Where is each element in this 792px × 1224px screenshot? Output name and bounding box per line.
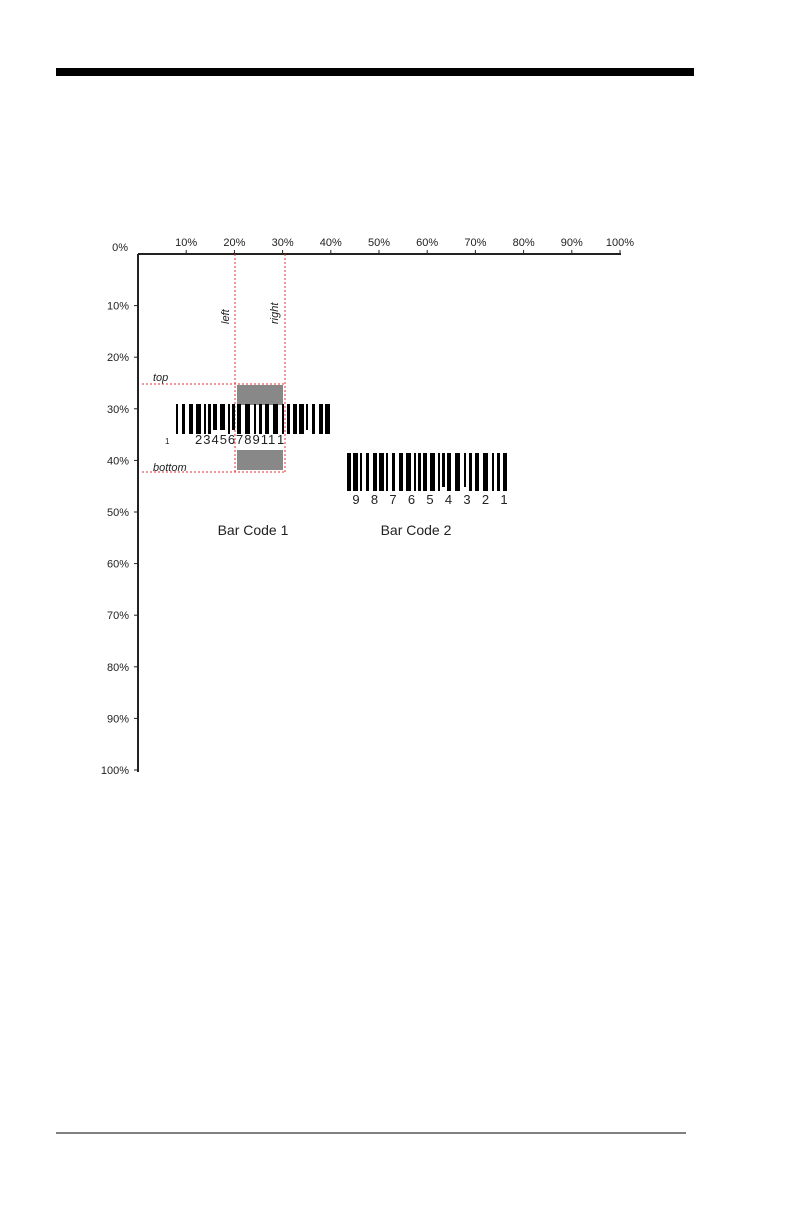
barcode-bar [287,404,290,434]
barcode-bar [312,404,315,434]
x-label: 10% [175,237,197,249]
y-label: 100% [101,765,129,777]
barcode-bar [245,404,250,434]
top-label: top [153,372,168,384]
barcode-bar [306,404,308,430]
barcode-bar [455,453,460,491]
barcode-bar [259,404,262,434]
barcode-bar [414,453,416,491]
barcode-bar [469,453,472,491]
barcode-bar [492,453,494,491]
barcode-bar [373,453,377,491]
barcode-bar [319,404,323,434]
right-label: right [269,302,281,324]
barcode-digit: 4 [445,492,452,507]
y-label: 30% [107,404,129,416]
barcode-bar [418,453,421,491]
barcode-bar [228,404,230,434]
barcode-bar [189,404,193,434]
barcode-bar [386,453,388,491]
barcode-bar [273,404,278,434]
y-label: 60% [107,559,129,571]
x-label: 90% [561,237,583,249]
barcode-bar [438,453,440,491]
barcode-digit: 3 [463,492,470,507]
barcode-bar [176,404,178,434]
barcode-bar [430,453,435,491]
caption: Bar Code 2 [381,522,452,538]
barcode-bar [379,453,384,491]
barcode-bar [220,404,225,430]
barcode-bar [353,453,358,491]
barcode-bar [423,453,427,491]
x-label: 30% [272,237,294,249]
barcode-digits: 1 [277,432,285,447]
barcode-bar [232,404,235,430]
barcode-digits: 23456 [195,432,236,447]
barcode-bar [182,404,185,434]
region-shade [237,450,283,470]
barcode-bar [347,453,351,491]
y-label: 10% [107,301,129,313]
bottom-label: bottom [153,462,187,474]
barcode-bar [325,404,330,434]
barcode-bar [204,404,206,434]
x-label: 50% [368,237,390,249]
barcode-bar [497,453,500,491]
barcode-bar [442,453,445,487]
y-label: 40% [107,455,129,467]
barcode-bar [208,404,211,434]
header-rule [56,68,694,76]
barcode-bar [196,404,201,434]
barcode-bar [406,453,411,491]
barcode-bar [475,453,479,491]
barcode-digit: 5 [426,492,433,507]
x-label: 20% [223,237,245,249]
barcode-bar [293,404,297,434]
barcode-bar [503,453,507,491]
barcode-digit: 7 [389,492,396,507]
barcode-digit: 6 [408,492,415,507]
left-label: left [220,308,232,324]
barcode-bar [464,453,466,487]
barcode-bar [447,453,451,491]
caption: Bar Code 1 [218,522,289,538]
barcode-bar [282,404,284,434]
y-label: 80% [107,662,129,674]
barcode-bar [265,404,269,434]
barcode-bar [213,404,217,430]
barcode-bar [299,404,304,434]
region-shade [237,385,283,405]
barcode-bar [399,453,403,491]
x-label: 40% [320,237,342,249]
x-label: 80% [513,237,535,249]
barcode-digits: 1 [165,437,170,446]
barcode-digit: 2 [482,492,489,507]
barcode-bar [366,453,369,491]
barcode-bar [237,404,241,434]
barcode-digits: 78911 [236,432,276,447]
x-label: 70% [464,237,486,249]
barcode-bar [392,453,395,491]
y-label: 70% [107,610,129,622]
barcode-digit: 8 [371,492,378,507]
barcode-digit: 9 [352,492,359,507]
x-label: 100% [606,237,634,249]
x-label: 60% [416,237,438,249]
barcode-bar [483,453,488,491]
y-label: 20% [107,352,129,364]
barcode-bar [254,404,256,434]
y-label: 90% [107,713,129,725]
origin-label: 0% [112,242,128,254]
barcode-bar [360,453,362,491]
y-label: 50% [107,507,129,519]
barcode-digit: 1 [500,492,507,507]
